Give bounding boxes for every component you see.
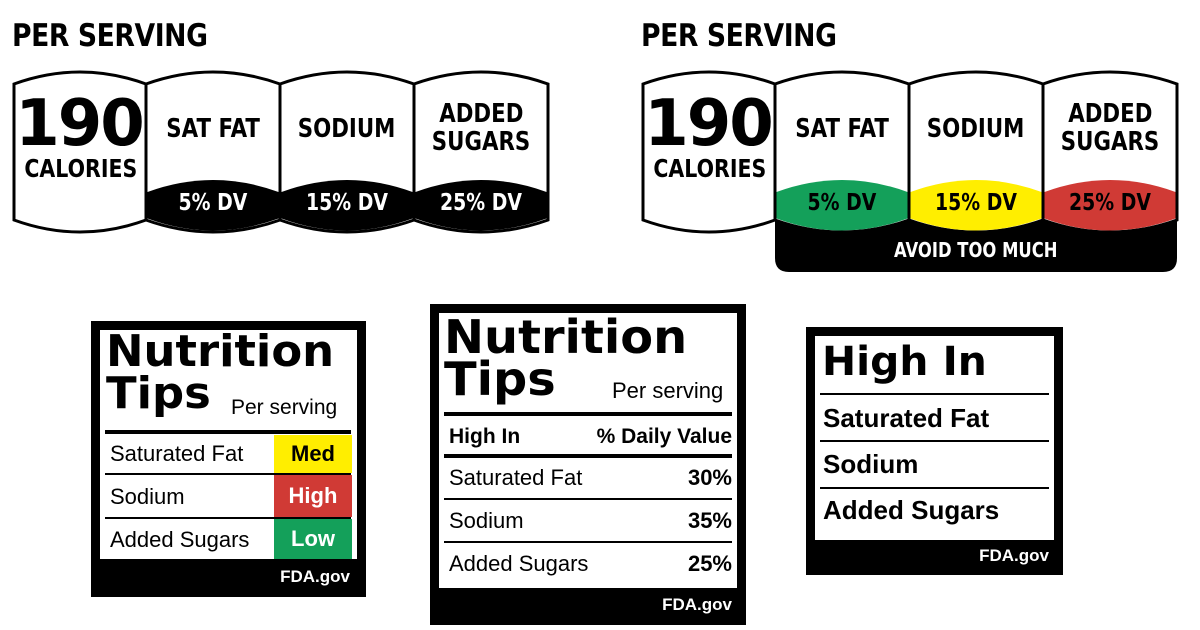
dv-sodium: 15% DV [909,190,1043,216]
divider [105,430,351,434]
nutrient-name-line1: ADDED [438,99,524,129]
calories-label: CALORIES [24,154,138,183]
dv-value: 5% DV [178,190,248,216]
nutrient-name-line2: SUGARS [1060,127,1160,157]
nutrient-sodium: SODIUM [909,115,1043,143]
divider [105,473,351,475]
avoid-banner-text: AVOID TOO MUCH [894,238,1058,262]
tips-title-line1: Nutrition [444,310,688,364]
high-in-body [815,336,1054,540]
header-high-in: High In [449,425,521,448]
tips-subtitle: Per serving [231,396,338,419]
panel-shapes [12,70,550,234]
nutrition-tips-levels: Nutrition Tips Per serving Saturated Fat… [91,321,366,597]
divider [820,393,1049,395]
divider [820,487,1049,489]
dv-band [776,180,908,231]
dv-value: 25% DV [440,190,522,216]
dv-band [147,180,279,231]
fop-panel-right: PER SERVING 190 CALORIES SAT FAT 5% DV S… [641,0,1200,280]
dv-value: 25% DV [1069,190,1151,216]
row-added-sugars-label: Added Sugars [449,551,589,576]
divider [444,412,732,416]
dv-value: 15% DV [306,190,388,216]
high-in-item: Saturated Fat [823,403,990,433]
level-badge-sodium: High [274,475,352,517]
avoid-banner: AVOID TOO MUCH [775,238,1177,262]
panel-title: PER SERVING [12,18,208,54]
nutrient-name: SAT FAT [166,114,260,144]
dv-added-sugars: 25% DV [414,190,548,216]
row-added-sugars-value: 25% [687,551,732,576]
row-saturated-fat-value: 30% [687,465,732,490]
nutrient-name: SODIUM [927,114,1025,144]
dv-sat-fat: 5% DV [775,190,909,216]
divider [820,440,1049,442]
calories-cell: 190 CALORIES [12,92,146,182]
divider [444,541,732,543]
row-saturated-fat-label: Saturated Fat [110,441,244,466]
nutrient-sat-fat: SAT FAT [775,115,909,143]
calories-value: 190 [644,87,774,161]
dv-value: 5% DV [807,190,877,216]
fda-footer: FDA.gov [662,595,732,614]
header-daily-value: % Daily Value [596,425,732,448]
divider [444,498,732,500]
tips-title-line1: Nutrition [106,326,335,377]
high-in-item: Sodium [823,449,919,479]
dv-band [1044,180,1176,231]
high-in-item: Added Sugars [823,495,1000,525]
nutrient-added-sugars: ADDED SUGARS [414,100,548,156]
dv-sodium: 15% DV [280,190,414,216]
panel-title: PER SERVING [641,18,837,54]
calories-value: 190 [15,87,145,161]
tips-subtitle: Per serving [612,378,724,403]
fda-footer: FDA.gov [280,567,350,586]
nutrient-name: SAT FAT [795,114,889,144]
high-in-title: High In [822,339,987,385]
dv-band [910,180,1042,231]
calories-cell: 190 CALORIES [641,92,775,182]
nutrient-name-line1: ADDED [1067,99,1153,129]
nutrition-tips-dv: Nutrition Tips Per serving High In % Dai… [430,304,746,625]
row-sodium-label: Sodium [110,484,185,509]
tips-title-line2: Tips [444,352,556,406]
divider [444,454,732,458]
level-badge-added-sugars: Low [274,519,352,559]
calories-label: CALORIES [653,154,767,183]
dv-value: 15% DV [935,190,1017,216]
row-sodium-label: Sodium [449,508,524,533]
panel-shapes [641,70,1179,272]
divider [105,517,351,519]
fda-footer: FDA.gov [979,546,1049,565]
row-added-sugars-label: Added Sugars [110,527,250,552]
row-saturated-fat-label: Saturated Fat [449,465,583,490]
row-sodium-value: 35% [687,508,732,533]
high-in-label: High In Saturated Fat Sodium Added Sugar… [806,327,1063,575]
dv-band [415,180,547,231]
nutrient-name: SODIUM [298,114,396,144]
dv-band [281,180,413,231]
nutrient-sat-fat: SAT FAT [146,115,280,143]
nutrient-name-line2: SUGARS [431,127,531,157]
dv-added-sugars: 25% DV [1043,190,1177,216]
level-badge-saturated-fat: Med [274,435,352,473]
fop-panel-left: PER SERVING 190 CALORIES SAT FAT 5% DV S… [12,0,572,280]
nutrient-sodium: SODIUM [280,115,414,143]
dv-sat-fat: 5% DV [146,190,280,216]
nutrient-added-sugars: ADDED SUGARS [1043,100,1177,156]
tips-title-line2: Tips [106,368,211,419]
